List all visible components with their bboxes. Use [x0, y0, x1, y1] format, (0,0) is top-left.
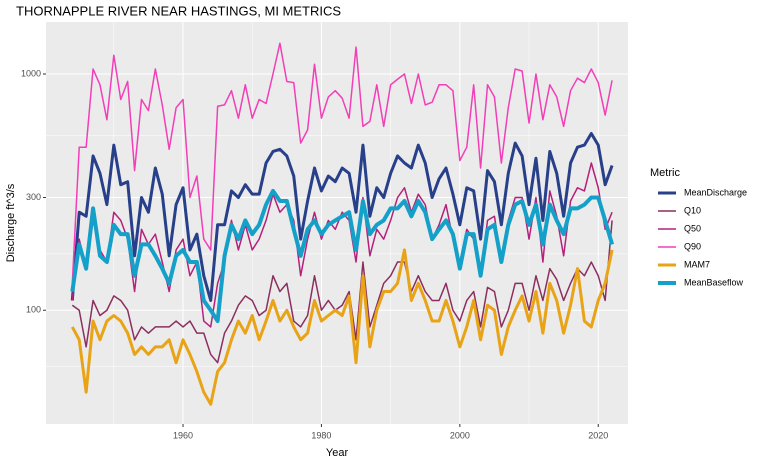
legend-title: Metric [650, 167, 680, 179]
legend-label: Q10 [684, 205, 701, 215]
series-line [70, 131, 614, 302]
legend-label: Q90 [684, 241, 701, 251]
legend-label: MeanBaseflow [684, 277, 744, 287]
legend-label: Q50 [684, 223, 701, 233]
x-tick-label: 2000 [450, 430, 470, 440]
y-tick-label: 300 [26, 192, 41, 202]
series-line [71, 220, 613, 364]
series-line [71, 162, 613, 328]
x-tick-label: 2020 [588, 430, 608, 440]
y-axis-label: Discharge ft^3/s [5, 183, 17, 262]
series-line [70, 248, 614, 406]
x-axis-label: Year [326, 447, 349, 459]
x-tick-label: 1960 [173, 430, 193, 440]
series-line [71, 42, 613, 284]
y-tick-label: 1000 [21, 68, 41, 78]
legend-label: MeanDischarge [684, 187, 747, 197]
x-tick-label: 1980 [311, 430, 331, 440]
legend-label: MAM7 [684, 259, 710, 269]
y-tick-label: 100 [26, 305, 41, 315]
chart-title: THORNAPPLE RIVER NEAR HASTINGS, MI METRI… [16, 3, 341, 18]
series-line [70, 188, 615, 324]
